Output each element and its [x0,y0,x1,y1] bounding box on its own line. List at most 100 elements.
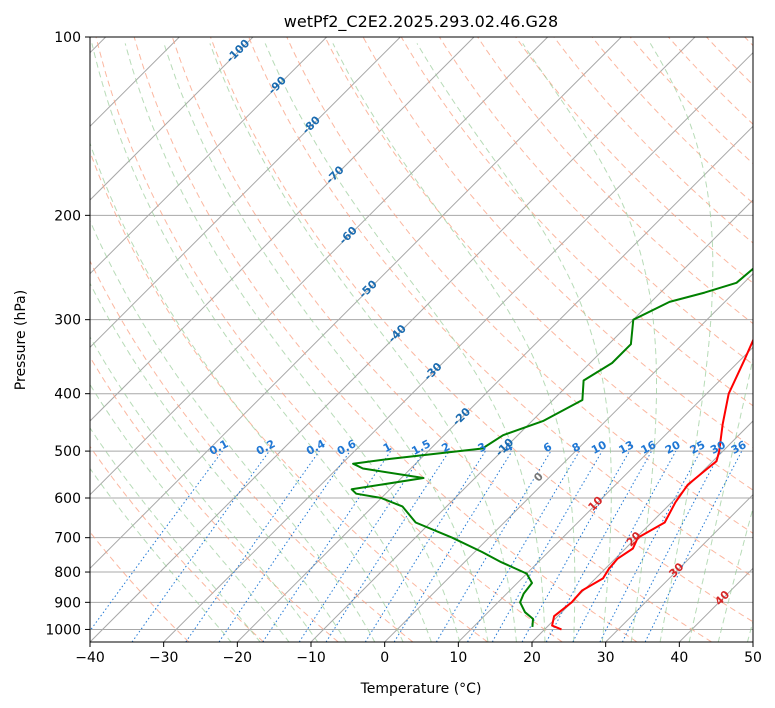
x-tick-label: 10 [449,650,467,666]
moist-adiabat [91,43,432,642]
moist-adiabat [90,141,404,642]
temperature-profile [551,338,753,631]
moist-adiabat [209,43,517,642]
isotherm-label: -30 [421,360,444,383]
x-tick-label: 50 [744,650,762,666]
mixing-ratio-line [131,450,270,642]
mixing-ratio-line [325,450,450,642]
y-tick-label: 400 [54,387,81,403]
reference-lines [90,37,753,642]
y-tick-label: 300 [54,313,81,329]
dry-adiabat [515,37,753,284]
dry-adiabat [95,37,563,642]
adiabat-label: 10 [586,494,606,514]
moist-adiabat [90,383,290,642]
x-tick-label: −30 [149,650,179,666]
mixing-ratio-line [599,450,701,642]
profile-layer [350,267,753,631]
dry-adiabat [324,37,753,491]
y-tick-label: 600 [54,491,81,507]
mixing-ratio-label: 6 [541,440,554,455]
mixing-ratio-line [185,450,320,642]
y-tick-label: 100 [54,30,81,46]
mixing-ratio-label: 25 [688,438,708,457]
moist-adiabat [522,43,657,642]
moist-adiabat [90,335,319,642]
x-tick-label: −10 [296,650,326,666]
dewpoint-profile [350,267,753,627]
dry-adiabat [171,37,712,642]
moist-adiabat [717,506,753,642]
mixing-ratio-label: 0.6 [335,437,359,458]
isotherm-line [678,567,753,642]
mixing-ratio-label: 3 [476,440,489,455]
isotherm-line [752,641,753,642]
mixing-ratio-label: 16 [639,438,659,457]
x-tick-label: 30 [597,650,615,666]
isotherm-line [605,493,753,642]
mixing-ratio-label: 36 [729,438,749,457]
y-tick-label: 200 [54,208,81,224]
x-tick-label: −20 [223,650,253,666]
chart-title: wetPf2_C2E2.2025.293.02.46.G28 [284,12,558,32]
moist-adiabat [90,467,232,642]
isotherm-label: -100 [224,37,253,66]
isotherm-line [310,199,753,642]
line-labels: 0.1 0.2 0.4 0.6 1 1.5 2 3 4 6 8 10 13 16 20 25 30 36-100-… [207,37,749,609]
mixing-ratio-label: 20 [663,438,683,457]
mixing-ratio-line [393,450,513,642]
y-tick-label: 800 [54,565,81,581]
dry-adiabat [90,445,264,642]
moist-adiabat [90,427,261,642]
isotherm-label: -40 [386,322,409,345]
x-tick-label: 0 [380,650,389,666]
x-axis-label: Temperature (°C) [360,681,482,697]
moist-adiabat [90,219,376,642]
dry-adiabat [477,37,753,325]
mixing-ratio-line [298,450,425,642]
mixing-ratio-label: 13 [617,438,637,457]
isotherm-line [90,37,622,570]
isotherm-line [90,37,549,496]
mixing-ratio-label: 10 [589,438,609,457]
isotherm-line [90,37,254,201]
isotherm-line [457,346,753,642]
isotherm-line [163,51,753,642]
mixing-ratio-label: 30 [708,438,728,457]
mixing-ratio-line [218,450,351,642]
isotherm-label: -90 [266,74,289,97]
isotherm-label: -50 [356,277,379,300]
dry-adiabat [668,37,753,125]
mixing-ratio-label: 0.2 [254,437,277,458]
moist-adiabat [264,43,546,642]
isotherm-line [90,37,696,642]
mixing-ratio-line [644,450,743,642]
mixing-ratio-line [572,450,677,642]
dry-adiabat [210,37,753,623]
isotherm-line [236,125,753,642]
dry-adiabat [744,37,753,47]
dry-adiabat [90,356,339,642]
isotherm-line [90,37,328,275]
dry-adiabat [706,37,753,86]
y-tick-label: 900 [54,595,81,611]
background-grid [90,37,753,642]
isotherm-label: -60 [337,224,360,247]
dry-adiabat [90,150,488,642]
mixing-ratio-line [521,450,630,642]
mixing-ratio-line [262,450,392,642]
mixing-ratio-line [90,450,223,632]
moist-adiabat [416,43,612,642]
mixing-ratio-label: 0.1 [207,437,230,458]
dry-adiabat [591,37,753,204]
dry-adiabat [133,37,638,642]
moist-adiabat [163,43,489,642]
moist-adiabat [332,43,576,642]
isotherm-label: -80 [300,113,323,136]
mixing-ratio-line [545,450,653,642]
isotherm-line [90,37,475,422]
adiabat-label: 20 [624,529,644,549]
moist-adiabat [688,356,753,642]
y-tick-label: 500 [54,444,81,460]
